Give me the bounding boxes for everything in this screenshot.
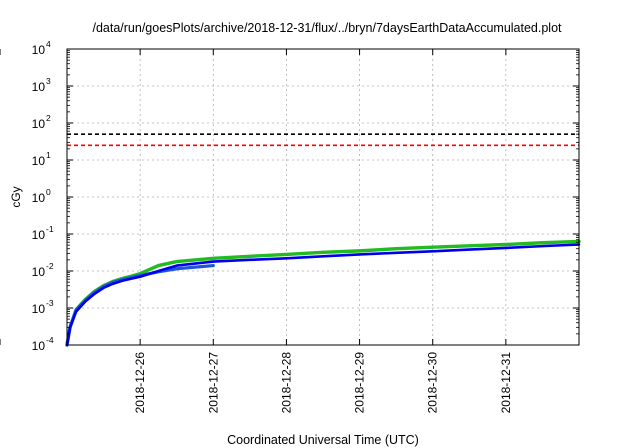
y-tick-exponent: -3 <box>46 298 54 308</box>
chart-title: /data/run/goesPlots/archive/2018-12-31/f… <box>92 21 562 35</box>
x-tick-label: 2018-12-26 <box>133 352 147 414</box>
y-tick-exponent: 4 <box>46 39 51 49</box>
y-tick-base: 10 <box>32 154 46 168</box>
x-tick-label: 2018-12-29 <box>353 352 367 414</box>
y-tick-base: 10 <box>32 117 46 131</box>
y-tick-exponent: 2 <box>46 113 51 123</box>
y-tick-label: 10 <box>32 265 46 279</box>
x-axis-label: Coordinated Universal Time (UTC) <box>227 433 419 447</box>
y-tick-label: 10 <box>32 302 46 316</box>
y-tick-label: 10 <box>32 339 46 353</box>
x-tick-label: 2018-12-31 <box>499 352 513 414</box>
y-tick-base: 10 <box>32 80 46 94</box>
y-tick-base: 10 <box>32 302 46 316</box>
reference-lines <box>67 133 579 147</box>
y-tick-base: 10 <box>32 339 46 353</box>
y-tick-label: 10 <box>32 43 46 57</box>
y-tick-base: 10 <box>32 43 46 57</box>
y-tick-label: 10 <box>32 154 46 168</box>
x-tick-label: 2018-12-30 <box>426 352 440 414</box>
y-axis-label: cGy <box>9 186 23 207</box>
y-tick-base: 10 <box>32 265 46 279</box>
x-tick-label: 2018-12-27 <box>206 352 220 414</box>
y-tick-exponent: 3 <box>46 76 51 86</box>
y-tick-label: 10 <box>32 228 46 242</box>
y-tick-label: 10 <box>32 191 46 205</box>
y-tick-exponent: -1 <box>46 224 54 234</box>
series-line <box>65 243 581 347</box>
data-series <box>65 239 581 347</box>
x-axis-ticks: 2018-12-26 2018-12-27 2018-12-28 2018-12-29… <box>0 0 513 413</box>
y-tick-exponent: -4 <box>46 335 54 345</box>
grid <box>67 49 579 345</box>
y-tick-base: 10 <box>32 228 46 242</box>
y-tick-label: 10 <box>32 80 46 94</box>
x-tick-label: 2018-12-28 <box>279 352 293 414</box>
y-tick-exponent: -2 <box>46 261 54 271</box>
y-tick-label: 10 <box>32 117 46 131</box>
y-tick-exponent: 1 <box>46 150 51 160</box>
y-tick-exponent: 0 <box>46 187 51 197</box>
y-tick-base: 10 <box>32 191 46 205</box>
